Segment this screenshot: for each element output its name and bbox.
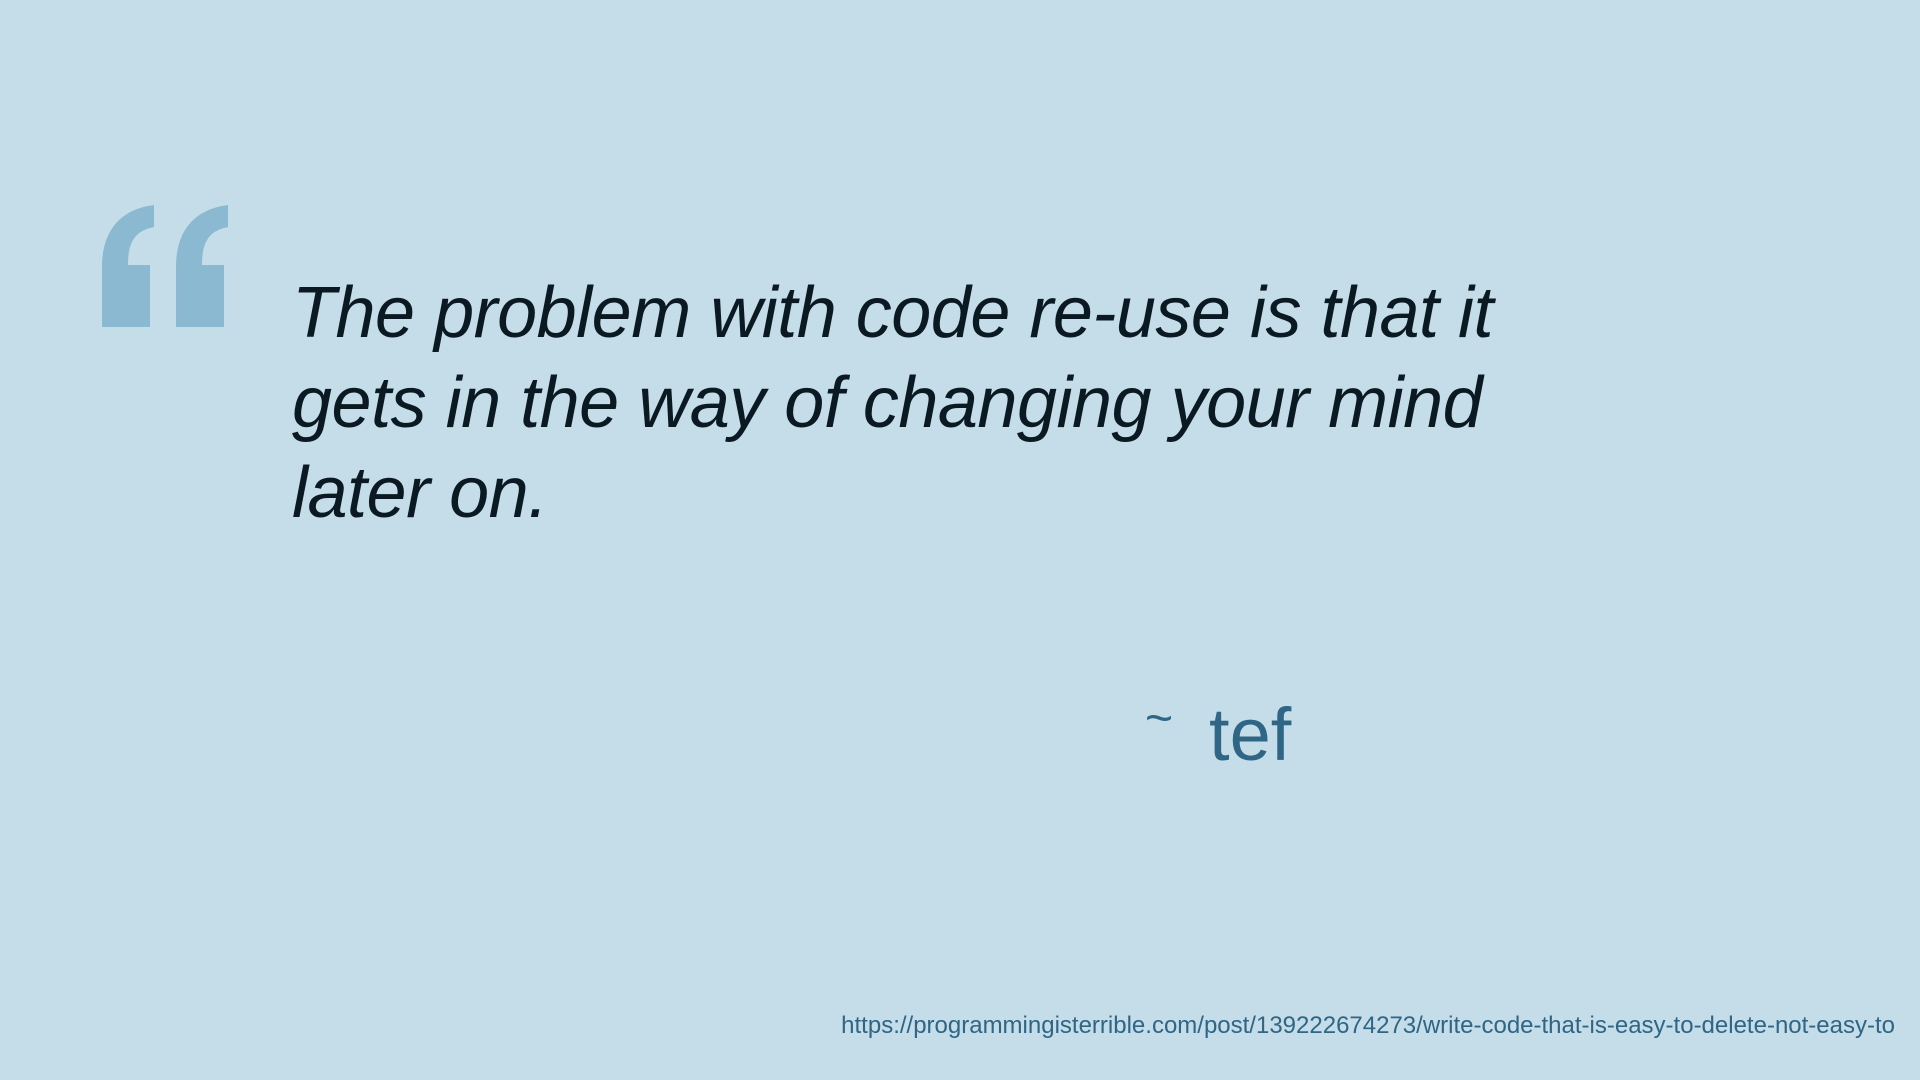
source-url: https://programmingisterrible.com/post/1… — [841, 1012, 1895, 1039]
open-quote-icon — [102, 205, 228, 327]
attribution-tilde: ~ — [1145, 692, 1174, 745]
quote-text: The problem with code re-use is that it … — [292, 273, 1494, 533]
attribution: ~ tef — [1145, 690, 1291, 790]
quote-author: tef — [1209, 693, 1292, 776]
